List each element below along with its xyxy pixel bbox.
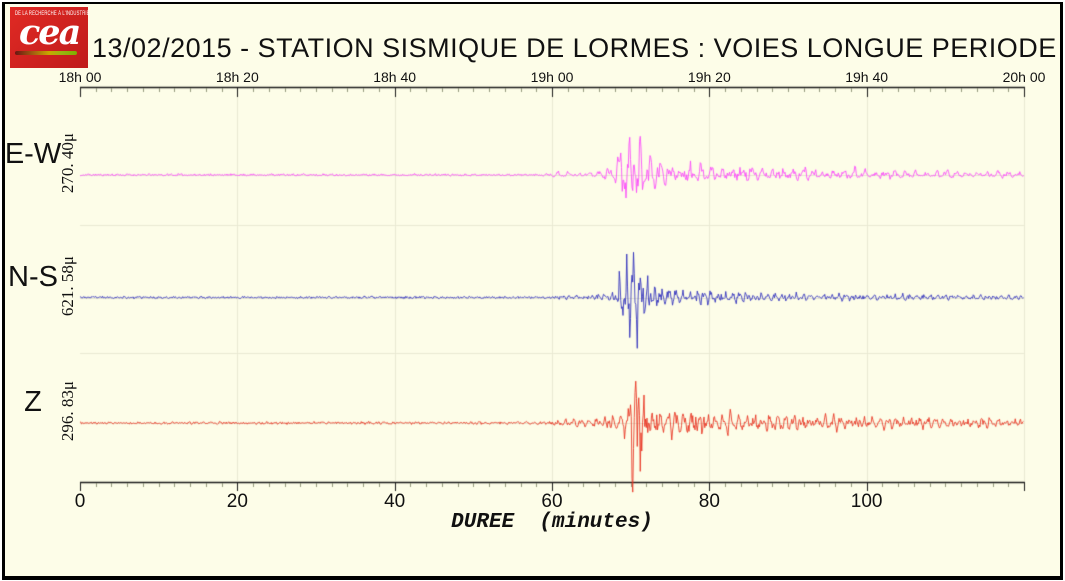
top-axis-tick-label: 18h 00: [58, 69, 102, 85]
logo-brand-text: cea: [19, 12, 81, 53]
bottom-axis-tick-label: 80: [698, 491, 720, 512]
cea-logo: DE LA RECHERCHE À L'INDUSTRIE cea: [10, 7, 90, 68]
top-axis-tick-label: 18h 40: [373, 69, 417, 85]
channel-ew-label: E-W: [4, 138, 62, 170]
page-title: 13/02/2015 - STATION SISMIQUE DE LORMES …: [92, 33, 1057, 63]
bottom-axis-tick-label: 60: [541, 491, 563, 512]
x-axis-title: DUREE (minutes): [451, 511, 653, 534]
bottom-axis-tick-label: 40: [384, 491, 406, 512]
bottom-axis-tick-label: 20: [226, 491, 248, 512]
bottom-axis-tick-label: 0: [74, 491, 86, 512]
channel-ew-scale-value: 270. 40μ: [58, 132, 77, 194]
top-axis-tick-label: 20h 00: [1002, 69, 1046, 85]
channel-ns-label: N-S: [8, 260, 58, 293]
channel-ns-scale-value: 621. 58μ: [58, 255, 77, 316]
top-axis-tick-label: 19h 20: [687, 69, 731, 85]
logo-underline-bar: [15, 51, 77, 55]
top-axis-tick-label: 19h 00: [530, 69, 574, 85]
channel-z-label: Z: [24, 386, 42, 418]
top-axis-tick-label: 19h 40: [845, 69, 889, 85]
channel-z-scale-value: 296. 83μ: [58, 380, 77, 442]
top-axis-tick-label: 18h 20: [215, 69, 259, 85]
bottom-axis-tick-label: 100: [850, 491, 883, 512]
logo-tagline: DE LA RECHERCHE À L'INDUSTRIE: [15, 11, 90, 17]
